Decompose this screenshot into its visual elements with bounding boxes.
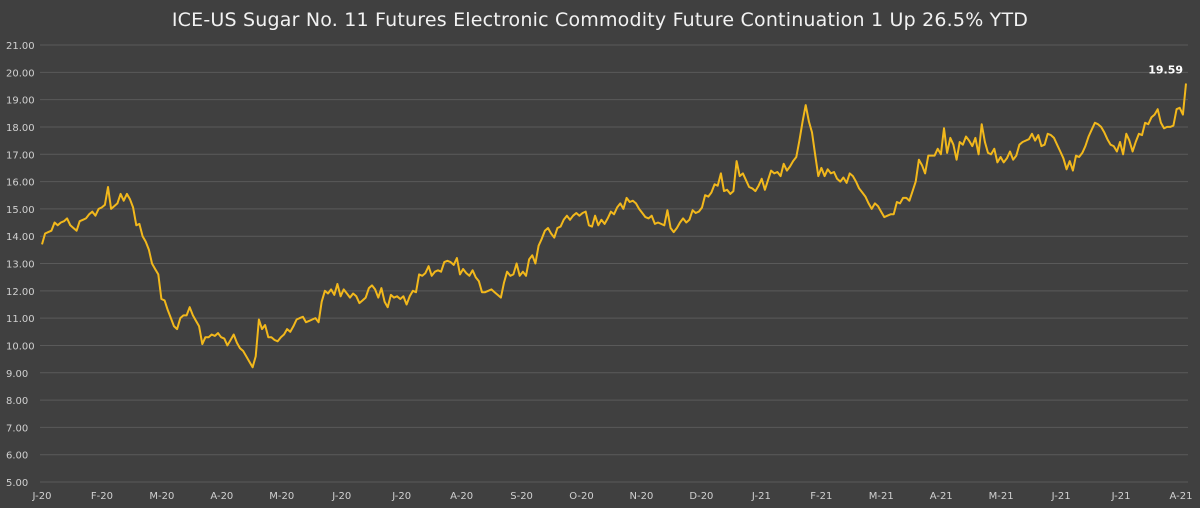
y-axis: 21.00 20.00 19.00 18.00 17.00 16.00 15.00 14.00… bbox=[6, 41, 35, 489]
y-tick-label: 14.00 bbox=[6, 232, 35, 243]
x-tick-label: M-20 bbox=[269, 491, 294, 502]
y-tick-label: 13.00 bbox=[6, 260, 35, 271]
x-tick-label: J-21 bbox=[1051, 491, 1071, 502]
y-tick-label: 15.00 bbox=[6, 205, 35, 216]
y-tick-label: 5.00 bbox=[6, 478, 28, 489]
chart-title: ICE-US Sugar No. 11 Futures Electronic C… bbox=[171, 9, 1029, 31]
x-tick-label: F-21 bbox=[810, 491, 832, 502]
end-value-label: 19.59 bbox=[1148, 64, 1183, 77]
y-tick-label: 7.00 bbox=[6, 423, 28, 434]
x-tick-label: A-20 bbox=[210, 491, 233, 502]
x-tick-label: M-21 bbox=[989, 491, 1014, 502]
x-tick-label: J-21 bbox=[751, 491, 771, 502]
x-tick-label: D-20 bbox=[689, 491, 713, 502]
series-line bbox=[41, 83, 1187, 369]
y-tick-label: 8.00 bbox=[6, 396, 28, 407]
y-tick-label: 20.00 bbox=[6, 68, 35, 79]
y-tick-label: 10.00 bbox=[6, 341, 35, 352]
x-tick-label: M-20 bbox=[149, 491, 174, 502]
y-tick-label: 19.00 bbox=[6, 96, 35, 107]
x-axis: J-20 F-20 M-20 A-20 M-20 J-20 J-20 A-20 S-20 O-20… bbox=[32, 491, 1193, 502]
y-tick-label: 11.00 bbox=[6, 314, 35, 325]
x-tick-label: J-20 bbox=[391, 491, 411, 502]
y-tick-label: 18.00 bbox=[6, 123, 35, 134]
x-tick-label: N-20 bbox=[630, 491, 654, 502]
y-tick-label: 16.00 bbox=[6, 178, 35, 189]
x-tick-label: S-20 bbox=[510, 491, 533, 502]
y-tick-label: 6.00 bbox=[6, 451, 28, 462]
x-tick-label: M-21 bbox=[869, 491, 894, 502]
grid-layer bbox=[40, 44, 1188, 483]
x-tick-label: A-21 bbox=[1170, 491, 1193, 502]
x-tick-label: F-20 bbox=[91, 491, 113, 502]
y-tick-label: 21.00 bbox=[6, 41, 35, 52]
x-tick-label: J-20 bbox=[32, 491, 52, 502]
label-layer: 19.59 bbox=[1148, 64, 1183, 77]
x-tick-label: O-20 bbox=[569, 491, 593, 502]
x-tick-label: A-20 bbox=[450, 491, 473, 502]
y-tick-label: 12.00 bbox=[6, 287, 35, 298]
series-layer bbox=[41, 83, 1187, 369]
y-tick-label: 17.00 bbox=[6, 150, 35, 161]
y-tick-label: 9.00 bbox=[6, 369, 28, 380]
x-tick-label: J-21 bbox=[1111, 491, 1131, 502]
x-tick-label: J-20 bbox=[331, 491, 351, 502]
x-tick-label: A-21 bbox=[930, 491, 953, 502]
